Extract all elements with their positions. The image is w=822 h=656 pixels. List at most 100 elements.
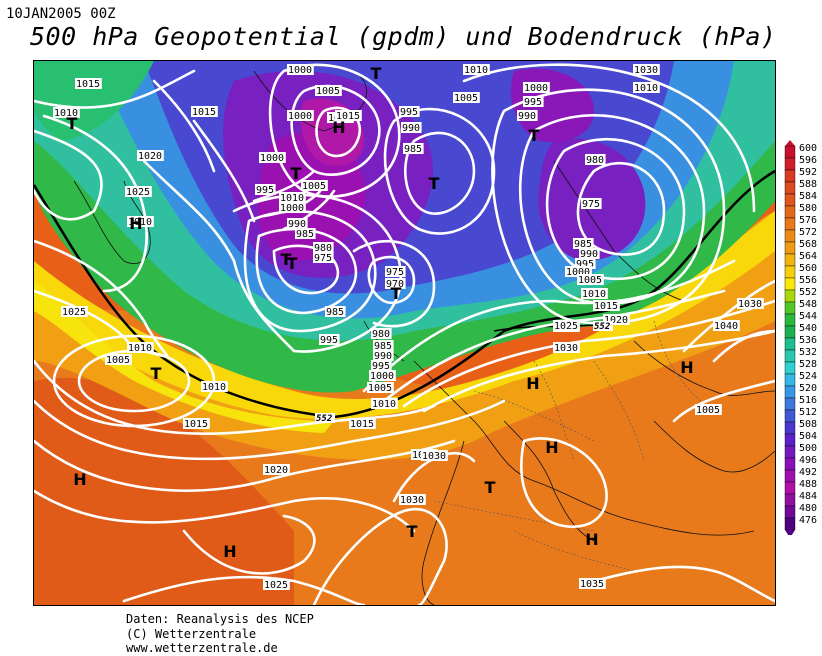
colorbar-swatch [784,193,796,207]
isobar-label-background [603,314,630,325]
isobar-label: 1005 [454,93,478,104]
isobar-label: 1005 [696,405,720,416]
isobar-label-background [399,106,420,117]
colorbar-legend: 6005965925885845805765725685645605565525… [784,140,817,535]
colorbar-level-label: 508 [799,419,817,430]
colorbar-level-label: 484 [799,491,817,502]
colorbar-swatch [784,289,796,303]
colorbar-level-label: 576 [799,215,817,226]
colorbar-level-label: 548 [799,299,817,310]
colorbar-level-label: 600 [799,143,817,154]
colorbar-level-label: 556 [799,275,817,286]
colorbar-swatch [784,145,796,159]
isobar-label-background [573,238,594,249]
colorbar-level-label: 536 [799,335,817,346]
high-pressure-center: H [585,530,598,549]
isobar-label: 1030 [738,299,762,310]
height-contour-label-background [315,413,335,423]
isobar-label-background [319,334,340,345]
isobar-label-background [695,404,722,415]
isobar-label: 1010 [372,399,396,410]
height-contour-label: 552 [316,414,332,424]
isobar-label: 1015 [192,107,216,118]
isobar-label-background [553,320,580,331]
high-pressure-center: H [223,542,236,561]
low-pressure-center: T [371,64,382,83]
colorbar-swatch [784,277,796,291]
isobar-label-background [335,110,362,121]
colorbar-swatch [784,457,796,471]
isobar-label: 1000 [260,153,284,164]
isobar-label: 1000 [566,267,590,278]
isobar-label-background [259,152,286,163]
isobar-label-background [633,64,660,75]
isobar-label-background [255,184,276,195]
isobar-label: 990 [288,219,306,230]
isobar-label-background [313,252,334,263]
isobar-label-background [279,192,306,203]
isobar-label: 1010 [202,382,226,393]
colorbar-level-label: 544 [799,311,817,322]
isobar-label-background [301,180,328,191]
isobar-label-background [421,450,448,461]
isobar-label: 980 [314,243,332,254]
isobar-label: 1005 [578,275,602,286]
isobar-label-background [517,110,538,121]
low-pressure-center: T [291,164,302,183]
colorbar-swatch [784,349,796,363]
isobar-label: 1010 [128,217,152,228]
isobar-label: 1025 [264,580,288,591]
colorbar-swatch [784,241,796,255]
colorbar-level-label: 580 [799,203,817,214]
isobar-label-background [61,306,88,317]
colorbar-swatch [784,325,796,339]
colorbar-level-label: 564 [799,251,817,262]
data-credits: Daten: Reanalysis des NCEP (C) Wetterzen… [126,612,314,656]
isobar-label-background [523,82,550,93]
isobar-label-background [523,96,544,107]
isobar-label: 1005 [106,355,130,366]
isobar-label-background [737,298,764,309]
colorbar-level-label: 552 [799,287,817,298]
isobar-label-background [633,82,660,93]
isobar-label: 980 [372,329,390,340]
isobar-label: 1015 [350,419,374,430]
isobar-label-background [713,320,740,331]
colorbar-arrow-bottom [785,530,795,535]
isobar-label-background [399,494,426,505]
isobar-label-background [371,398,398,409]
height-contour-label-background [593,321,613,331]
isobar-label: 1015 [336,111,360,122]
isobar-label-background [371,328,392,339]
colorbar-swatch [784,265,796,279]
colorbar-swatch [784,229,796,243]
isobar-label: 1030 [400,495,424,506]
isobar-label-background [577,274,604,285]
isobar-label: 1000 [288,65,312,76]
low-pressure-center: T [529,126,540,145]
colorbar-level-label: 532 [799,347,817,358]
isobar-label: 995 [372,361,390,372]
isobar-label-background [287,218,308,229]
isobar-label: 990 [402,123,420,134]
isobar-label-background [53,107,80,118]
colorbar-swatch [784,385,796,399]
colorbar-level-label: 588 [799,179,817,190]
colorbar-level-label: 500 [799,443,817,454]
high-pressure-center: H [526,374,539,393]
isobar-label: 1000 [288,111,312,122]
low-pressure-center: T [391,284,402,303]
isobar-label: 1020 [604,315,628,326]
isobar-label: 995 [576,259,594,270]
isobar-label-background [325,306,346,317]
isobar-label-background [581,198,602,209]
isobar-label: 1000 [524,83,548,94]
isobar-label-background [315,85,342,96]
isobar-label-background [367,382,394,393]
isobar-label: 1015 [184,419,208,430]
isobar-label-background [369,370,396,381]
isobar-label: 1010 [280,193,304,204]
colorbar-swatch [784,157,796,171]
colorbar-level-label: 488 [799,479,817,490]
